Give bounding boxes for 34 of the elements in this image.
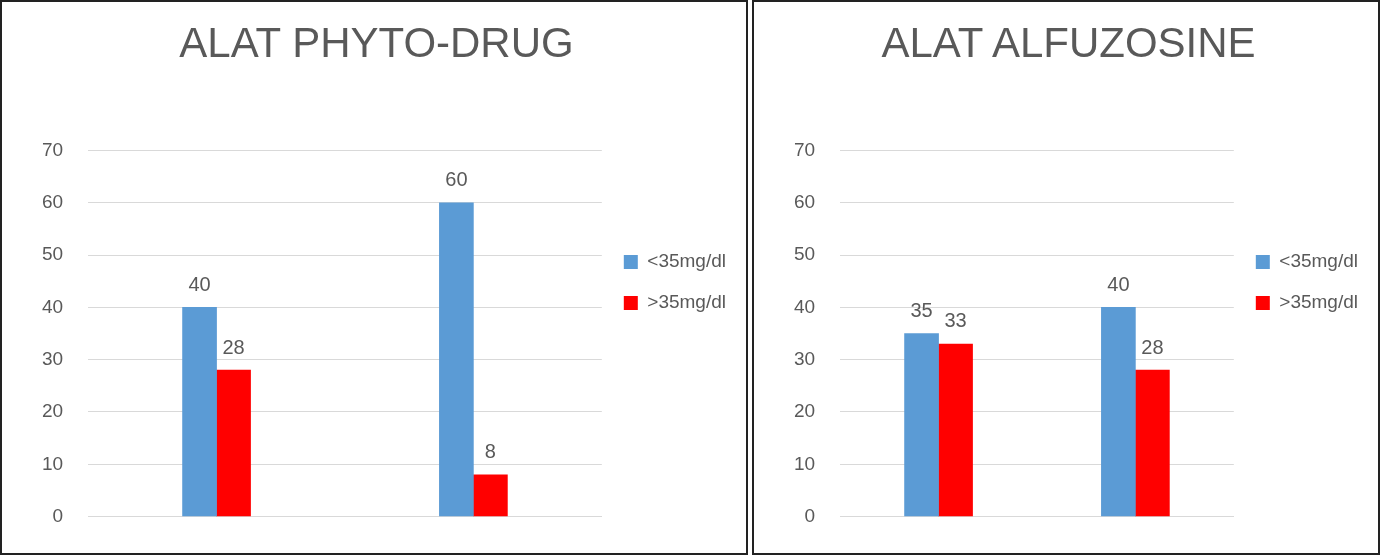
y-tick-label: 40 xyxy=(41,295,64,317)
chart-title: ALAT ALFUZOSINE xyxy=(881,18,1256,66)
legend-label: <35mg/dl xyxy=(1279,250,1359,272)
bar xyxy=(182,307,217,517)
bar xyxy=(216,369,251,517)
legend-label: <35mg/dl xyxy=(647,250,727,272)
y-tick-label: 50 xyxy=(41,243,64,265)
y-tick-label: 30 xyxy=(41,347,64,369)
data-label: 35 xyxy=(910,299,933,322)
data-label: 33 xyxy=(944,309,967,332)
y-tick-label: 70 xyxy=(793,138,816,160)
data-label: 28 xyxy=(1141,335,1164,358)
data-label: 40 xyxy=(188,272,211,295)
y-tick-label: 0 xyxy=(804,504,816,526)
y-tick-label: 20 xyxy=(41,400,64,422)
data-label: 28 xyxy=(222,335,245,358)
y-tick-label: 60 xyxy=(41,190,64,212)
y-tick-label: 10 xyxy=(793,452,816,474)
data-label: 40 xyxy=(1107,272,1130,295)
y-tick-label: 50 xyxy=(793,243,816,265)
legend-label: >35mg/dl xyxy=(647,291,727,313)
data-label: 60 xyxy=(445,168,468,191)
y-tick-label: 0 xyxy=(52,504,64,526)
y-tick-label: 30 xyxy=(793,347,816,369)
y-tick-label: 20 xyxy=(793,400,816,422)
bar xyxy=(439,202,474,517)
y-tick-label: 40 xyxy=(793,295,816,317)
bar xyxy=(473,474,508,517)
y-tick-label: 10 xyxy=(41,452,64,474)
chart-title: ALAT PHYTO-DRUG xyxy=(179,18,574,66)
y-tick-label: 70 xyxy=(41,138,64,160)
y-tick-label: 60 xyxy=(793,190,816,212)
legend-label: >35mg/dl xyxy=(1279,291,1359,313)
data-label: 8 xyxy=(484,440,496,463)
